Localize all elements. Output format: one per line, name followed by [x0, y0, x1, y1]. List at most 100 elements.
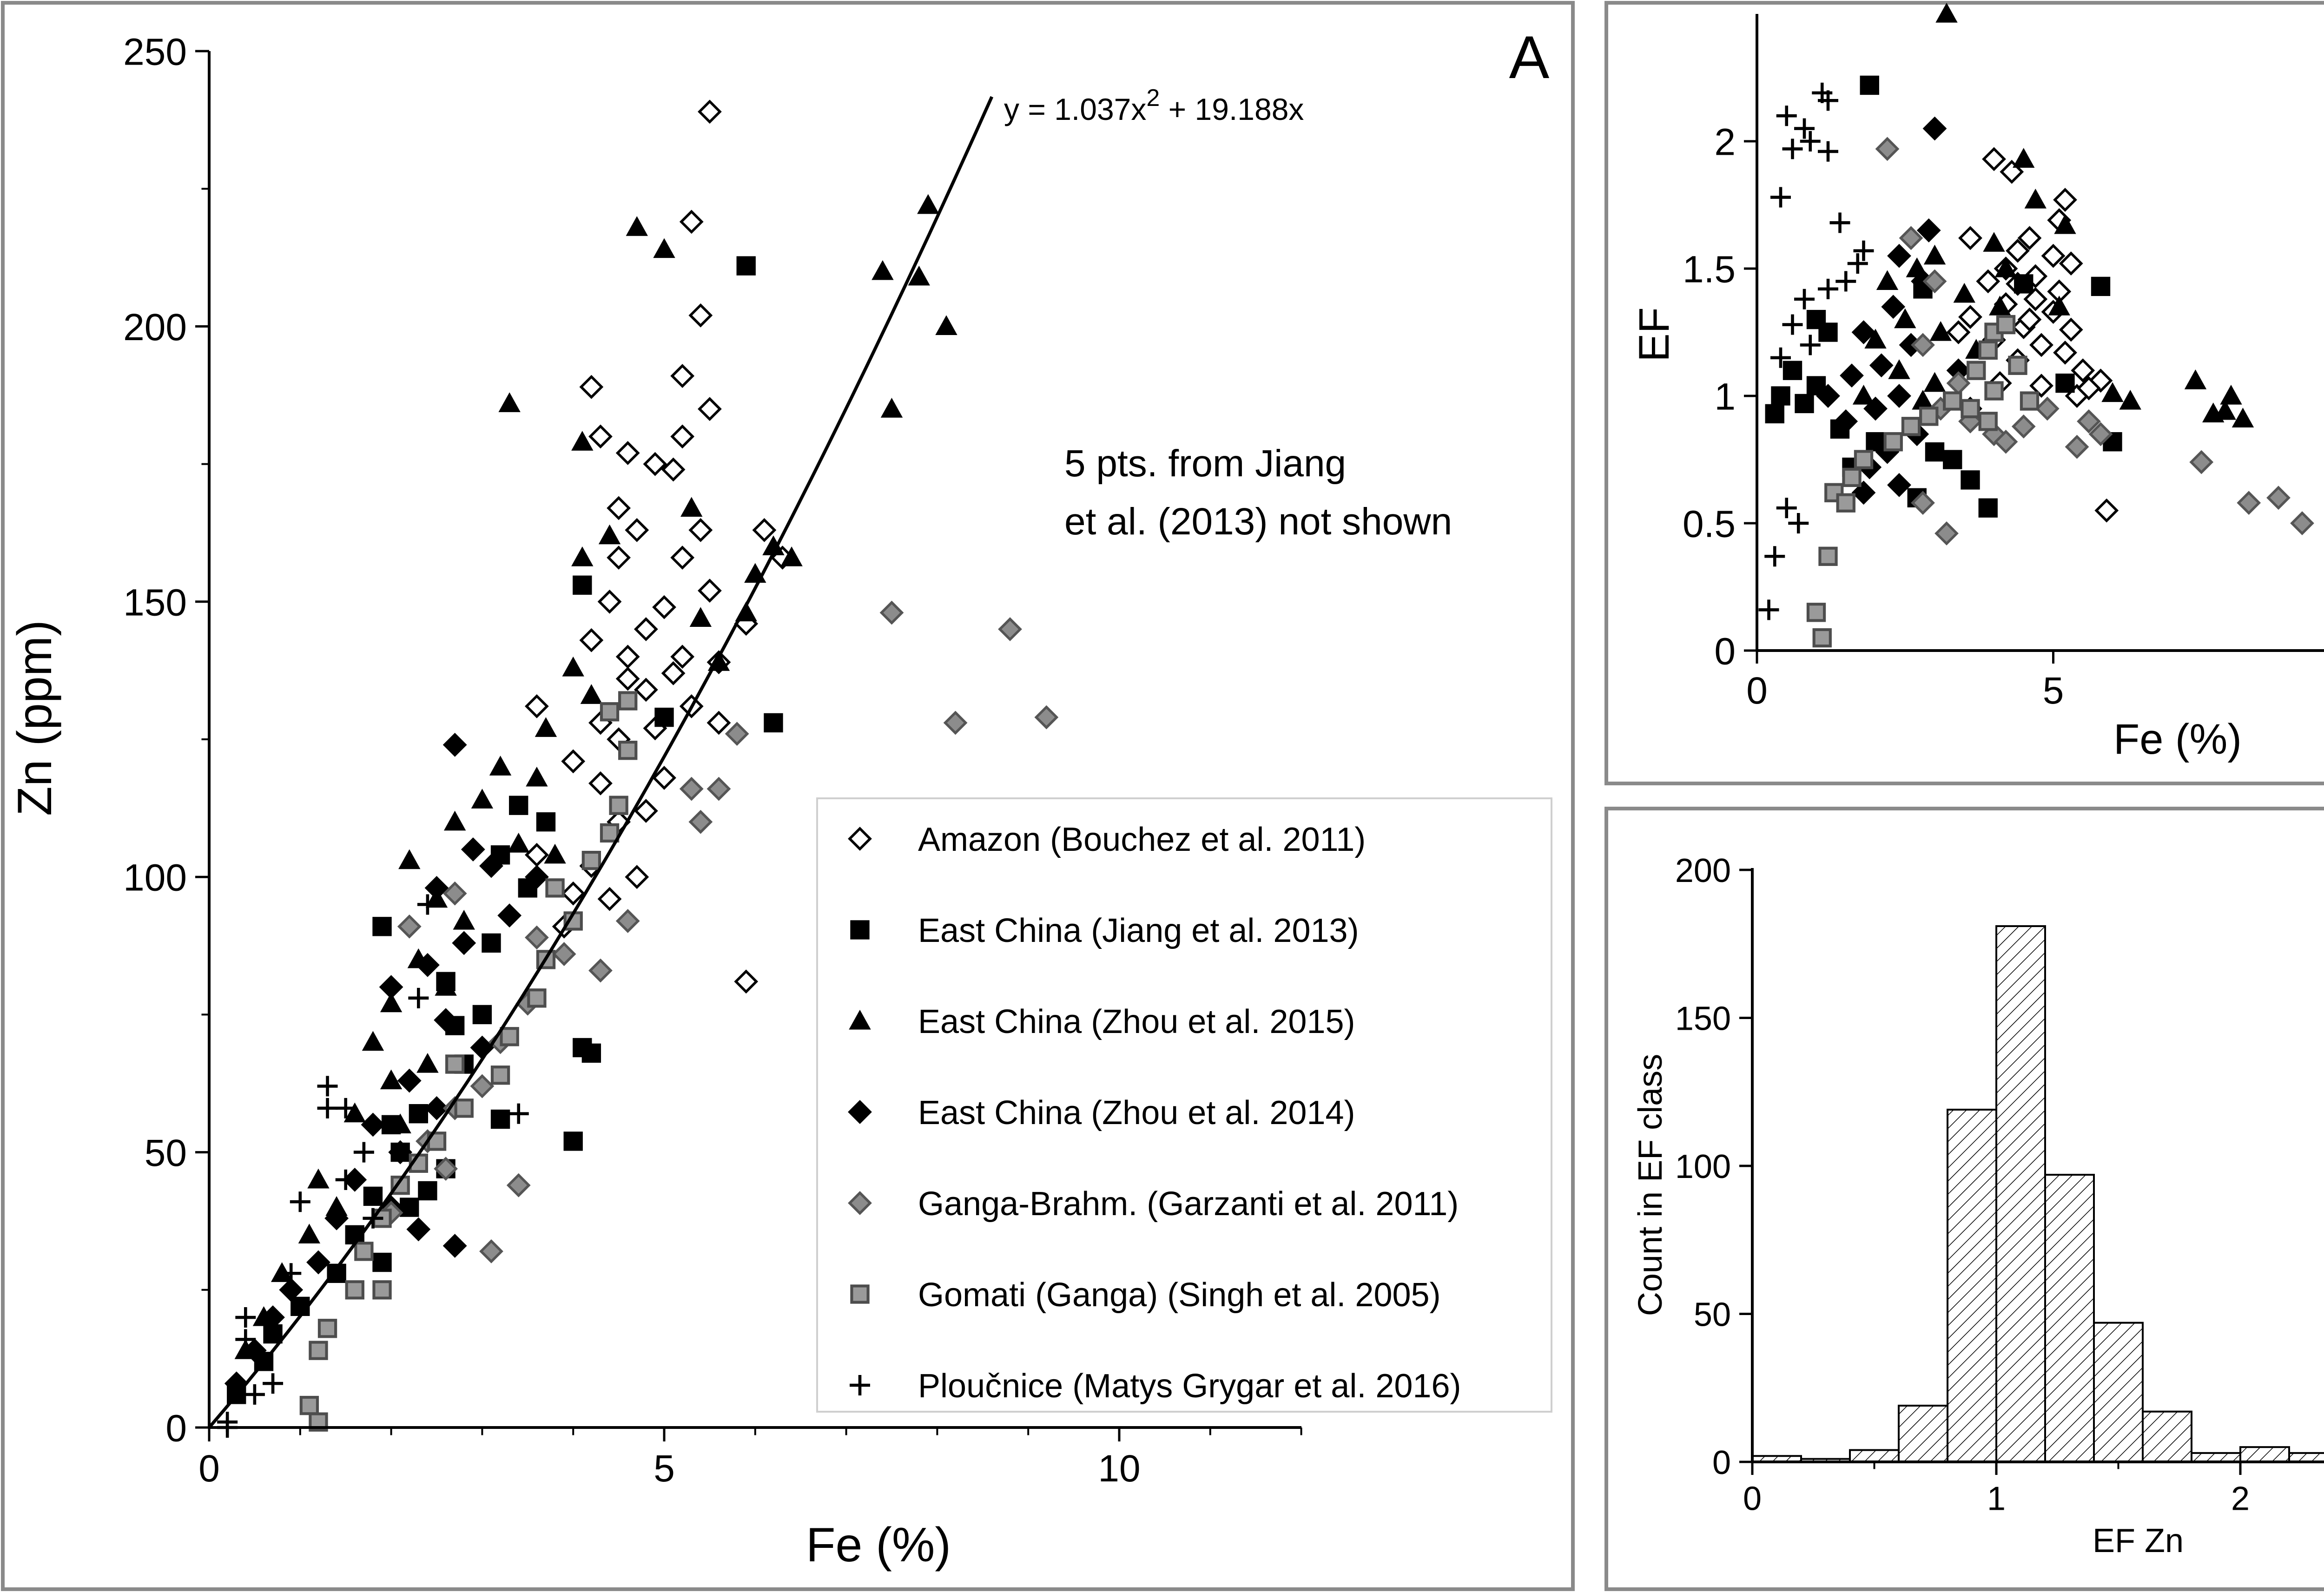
panel-a-point: [479, 854, 503, 878]
panel-a-point: [406, 1217, 431, 1242]
panel-b-point: [2011, 414, 2036, 439]
panel-b-point: [1888, 359, 1910, 379]
panel-a-point: [409, 1104, 429, 1124]
panel-a-point: [698, 99, 722, 124]
panel-b-point: [1818, 278, 1838, 299]
panel-a-point: [307, 1168, 330, 1189]
panel-a-point: [581, 850, 601, 870]
panel-b-point: [1961, 470, 1980, 490]
panel-a-point: [736, 256, 756, 276]
panel-b-point: [1919, 407, 1939, 426]
panel-a-label: A: [1509, 23, 1550, 91]
panel-b-y-tick-label: 1.5: [1683, 249, 1736, 291]
panel-a-point: [571, 431, 594, 451]
panel-b-point: [1842, 467, 1862, 487]
panel-b-point: [1782, 138, 1803, 159]
panel-a-point: [634, 799, 658, 823]
panel-a-point: [490, 1066, 510, 1085]
panel-a-point: [482, 933, 501, 953]
panel-a-y-tick-label: 100: [123, 857, 187, 899]
panel-a-frame: [1, 1, 1575, 1591]
panel-b-point: [1978, 340, 1998, 360]
panel-b-ticks: 051000.511.52: [1683, 121, 2064, 712]
panel-a-point: [562, 656, 584, 677]
panel-b-point: [2065, 434, 2089, 459]
panel-b-point: [1851, 320, 1876, 344]
panel-b-point: [1840, 363, 1864, 388]
panel-a-point: [1034, 705, 1059, 730]
panel-a-point: [362, 1031, 384, 1051]
panel-a-point: [670, 546, 695, 570]
panel-a-point: [470, 1074, 495, 1099]
panel-b-point: [1943, 391, 1962, 411]
panel-a-point: [653, 238, 675, 258]
panel-a-point: [688, 303, 713, 328]
panel-a-point: [579, 375, 604, 399]
panel-b-point: [1818, 90, 1838, 111]
panel-b-point: [1854, 450, 1874, 469]
panel-b-point: [2024, 188, 2047, 209]
panel-a-point: [345, 1280, 364, 1300]
regression-curve: [208, 96, 994, 1429]
legend-item-label: Amazon (Bouchez et al. 2011): [918, 821, 1366, 858]
panel-b-point: [1946, 320, 1971, 344]
panel-b-point: [1978, 498, 1998, 518]
panel-a-point: [552, 942, 576, 966]
panel-a-point: [580, 684, 603, 704]
panel-a-point: [263, 1373, 284, 1394]
panel-b-point: [1847, 253, 1868, 274]
panel-c-y-tick-label: 0: [1712, 1444, 1731, 1481]
panel-b-point: [1894, 308, 1916, 329]
panel-a-point: [434, 1008, 458, 1033]
panel-b-point: [1967, 361, 1986, 380]
legend-item-label: Gomati (Ganga) (Singh et al. 2005): [918, 1276, 1441, 1314]
panel-b-point: [1881, 295, 1906, 319]
panel-a-point: [306, 1250, 330, 1275]
panel-b-point: [1976, 269, 2000, 294]
panel-b-point: [2048, 296, 2070, 316]
panel-a-point: [524, 694, 549, 718]
histogram-bar: [2239, 1446, 2290, 1463]
panel-a-y-tick-label: 0: [165, 1408, 187, 1450]
panel-b-frame: [1604, 1, 2324, 785]
panel-a-point: [279, 1277, 304, 1302]
panel-b-point: [1771, 386, 1790, 406]
panel-a-point: [335, 1169, 356, 1190]
panel-b-point: [1912, 389, 1934, 410]
legend-item-label: Ganga-Brahm. (Garzanti et al. 2011): [918, 1185, 1459, 1223]
panel-a-point: [497, 903, 522, 928]
panel-a-point: [309, 1341, 328, 1360]
panel-a-point: [872, 260, 894, 280]
panel-a-point: [235, 1307, 256, 1328]
panel-a-point: [563, 1132, 583, 1151]
panel-a-point: [615, 909, 640, 933]
panel-b-point: [1958, 226, 1982, 250]
panel-a-point: [536, 812, 556, 832]
panel-a-point: [752, 518, 777, 542]
panel-a-point: [524, 842, 549, 867]
panel-b-point: [1765, 404, 1784, 424]
panel-a-point: [398, 849, 421, 869]
panel-b-point: [1883, 432, 1903, 452]
legend-marker: [850, 920, 870, 940]
panel-a-point: [561, 881, 586, 906]
panel-a-point: [670, 364, 695, 388]
panel-b-point: [1899, 226, 1923, 250]
panel-a-point: [454, 1099, 474, 1118]
panel-b-point: [1929, 321, 1952, 341]
panel-b-point: [2071, 358, 2095, 383]
panel-b-point: [1953, 283, 1975, 303]
panel-a-point: [609, 796, 628, 815]
panel-a-point: [508, 833, 530, 853]
panel-c-x-tick-label: 2: [2231, 1480, 2250, 1518]
panel-a-point: [397, 1068, 422, 1093]
panel-b-point: [2053, 188, 2077, 212]
panel-a-y-tick-label: 50: [145, 1132, 187, 1174]
panel-b-point: [1794, 289, 1815, 309]
panel-a-point: [361, 1112, 385, 1137]
panel-b-y-axis-title: EF: [1631, 307, 1678, 362]
panel-b-point: [1836, 493, 1855, 513]
panel-a-point: [618, 741, 638, 760]
